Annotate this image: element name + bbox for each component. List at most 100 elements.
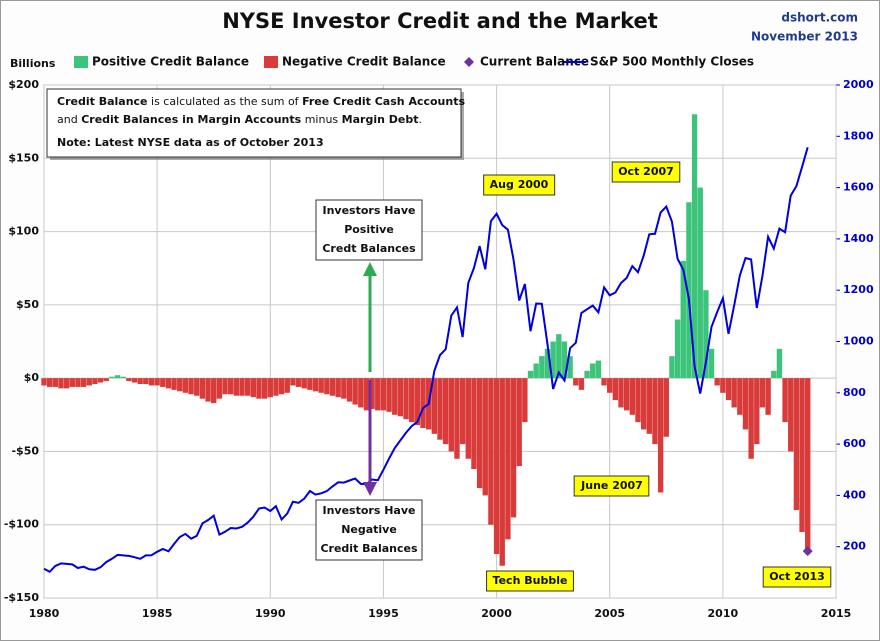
- bar: [522, 378, 528, 423]
- bar: [584, 370, 590, 379]
- legend-swatch: [464, 57, 474, 67]
- bar: [375, 378, 381, 411]
- point: [802, 546, 813, 557]
- bar: [742, 378, 749, 430]
- bar: [623, 378, 630, 411]
- bar: [471, 378, 477, 470]
- bar: [776, 348, 783, 379]
- bar: [165, 378, 172, 389]
- bar: [703, 290, 709, 379]
- bar: [126, 378, 132, 382]
- callout-label: June 2007: [580, 479, 643, 492]
- y-tick-label: -$50: [11, 444, 39, 457]
- legend-swatch: [74, 56, 88, 68]
- bar: [273, 378, 279, 396]
- bar: [516, 378, 522, 467]
- y2-tick-label: 600: [843, 437, 866, 450]
- bar: [69, 378, 75, 387]
- bar: [759, 378, 766, 408]
- bar: [590, 363, 596, 379]
- bar: [442, 378, 449, 445]
- bar: [573, 378, 579, 386]
- bar: [109, 376, 115, 379]
- bar: [748, 378, 754, 459]
- bar: [97, 378, 104, 383]
- bar: [544, 348, 551, 379]
- bar: [312, 378, 319, 392]
- bar: [488, 378, 494, 525]
- bar: [403, 378, 409, 420]
- y2-tick-label: 1600: [843, 181, 874, 194]
- y2-tick-label: 1200: [843, 283, 874, 296]
- bar: [652, 378, 658, 445]
- callout: June 2007: [573, 475, 650, 497]
- bar: [771, 370, 777, 379]
- info-note: Note: Latest NYSE data as of October 201…: [57, 136, 324, 149]
- bar: [754, 378, 760, 445]
- y-tick-label: -$150: [4, 591, 40, 604]
- bar: [386, 378, 392, 412]
- arrows: [363, 262, 377, 496]
- bar: [80, 378, 87, 387]
- y-tick-label: $200: [8, 78, 39, 91]
- bar: [788, 378, 794, 452]
- callout-box: [762, 566, 832, 588]
- legend-label: Negative Credit Balance: [282, 55, 446, 69]
- x-tick-label: 1980: [29, 607, 60, 620]
- legend-swatch: [264, 56, 278, 68]
- bar: [567, 356, 573, 379]
- bar: [607, 378, 613, 393]
- bar: [657, 378, 664, 493]
- bar: [171, 378, 177, 390]
- bar: [686, 202, 692, 379]
- bar: [737, 378, 743, 415]
- bar: [431, 378, 438, 434]
- y-tick-label: $100: [8, 225, 39, 238]
- y2-tick-label: 800: [843, 386, 866, 399]
- info-box: [46, 88, 464, 160]
- bar: [680, 260, 686, 379]
- bar: [731, 378, 737, 408]
- info-line: Credit Balance is calculated as the sum …: [57, 95, 465, 108]
- arrow-label: Investors Have Negative Credit Balances: [315, 499, 423, 561]
- source: dshort.com: [781, 11, 858, 25]
- bar: [720, 378, 726, 393]
- bar: [244, 378, 251, 396]
- bar: [409, 378, 415, 423]
- callout-box: [483, 174, 556, 196]
- bar: [148, 378, 155, 386]
- bar: [233, 378, 240, 396]
- x-tick-label: 2005: [594, 607, 625, 620]
- bar: [114, 375, 121, 379]
- info-box-frame: [46, 88, 462, 158]
- bar: [318, 378, 324, 393]
- info-line: and Credit Balances in Margin Accounts m…: [57, 113, 422, 126]
- bar: [63, 378, 70, 389]
- bar: [612, 378, 619, 401]
- bar: [465, 378, 471, 459]
- bar: [120, 376, 126, 379]
- bar: [805, 378, 811, 552]
- bar: [92, 378, 98, 385]
- bar: [267, 378, 273, 398]
- bar: [454, 378, 460, 459]
- bar: [86, 378, 92, 386]
- bar: [669, 356, 675, 379]
- bar: [329, 378, 336, 396]
- y2-tick-label: 400: [843, 488, 866, 501]
- x-tick-label: 2000: [481, 607, 512, 620]
- bar: [199, 378, 206, 399]
- bar: [629, 378, 636, 415]
- info-text: minus: [301, 113, 341, 126]
- bar: [369, 378, 375, 409]
- bar: [194, 378, 200, 396]
- bar: [765, 378, 771, 415]
- bar: [58, 378, 64, 389]
- info-text: Credit Balance: [57, 95, 148, 108]
- bar: [177, 378, 183, 392]
- callout: Aug 2000: [483, 174, 556, 196]
- bar: [601, 378, 607, 386]
- x-tick-label: 1985: [142, 607, 173, 620]
- bar: [216, 378, 223, 399]
